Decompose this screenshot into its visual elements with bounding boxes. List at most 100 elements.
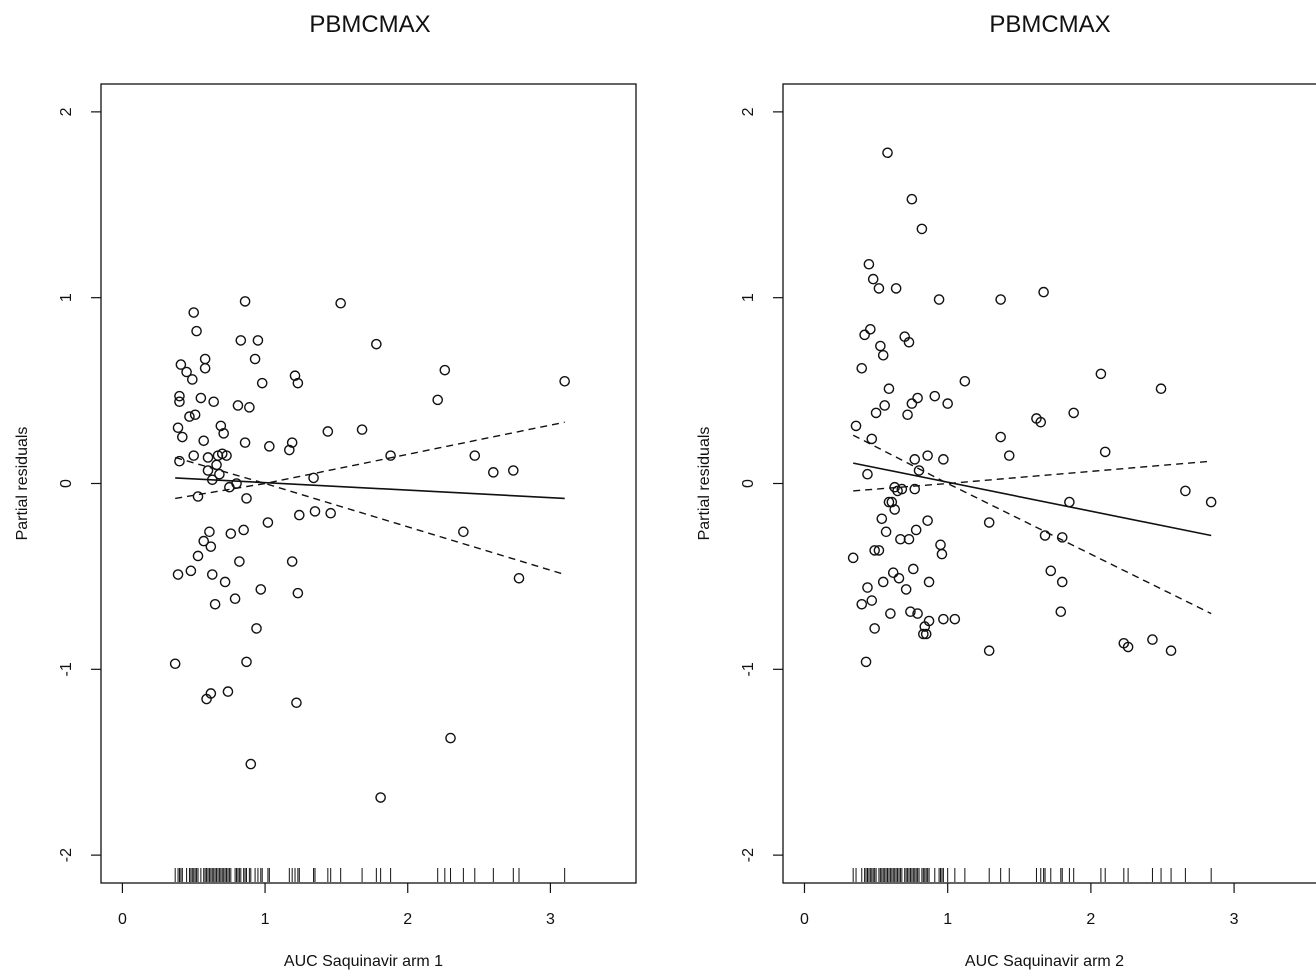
data-point xyxy=(231,478,242,489)
data-point xyxy=(938,613,949,625)
data-point xyxy=(244,402,255,413)
data-point xyxy=(241,656,252,668)
data-point xyxy=(1122,641,1134,653)
data-point xyxy=(185,565,197,577)
data-point xyxy=(870,407,882,419)
data-point xyxy=(225,528,237,539)
data-point xyxy=(199,362,211,374)
data-point xyxy=(936,548,948,560)
data-point xyxy=(252,335,264,346)
data-point xyxy=(1155,383,1167,395)
data-point xyxy=(1099,446,1111,458)
data-point xyxy=(214,468,225,480)
panel-2: PBMCMAX 0 1 2 3 -2 -1 0 1 2 AUC Saquinavir arm 2 Pa… xyxy=(696,11,1316,970)
data-point xyxy=(949,613,961,625)
data-point xyxy=(191,325,202,337)
data-point xyxy=(262,517,274,528)
data-point xyxy=(188,450,200,461)
data-point xyxy=(877,576,889,588)
data-point xyxy=(873,545,885,556)
data-point xyxy=(1064,496,1075,508)
data-point xyxy=(172,422,184,434)
data-point xyxy=(432,394,443,406)
data-point xyxy=(869,623,880,634)
data-point xyxy=(181,366,192,378)
data-point xyxy=(903,336,915,348)
data-point xyxy=(189,409,201,421)
y-tick-label: 2 xyxy=(740,107,757,116)
x-tick-label: 2 xyxy=(1086,911,1095,928)
data-point xyxy=(889,504,900,515)
data-point xyxy=(895,533,906,545)
data-point xyxy=(1003,450,1015,461)
data-point xyxy=(850,420,862,432)
data-point xyxy=(205,688,217,699)
data-point xyxy=(869,545,880,556)
data-point xyxy=(174,455,185,467)
y-tick-label: 1 xyxy=(58,293,75,302)
data-point xyxy=(906,193,918,205)
data-point xyxy=(923,615,935,627)
confidence-band-upper xyxy=(853,460,1212,492)
data-point xyxy=(942,398,953,409)
data-point xyxy=(221,450,232,461)
data-point xyxy=(284,444,295,456)
data-point xyxy=(195,392,207,404)
data-point xyxy=(909,454,921,465)
data-point xyxy=(933,294,945,305)
x-tick-label: 3 xyxy=(1230,911,1239,928)
data-point xyxy=(938,454,949,465)
data-point xyxy=(885,608,896,619)
data-point xyxy=(1055,606,1067,618)
data-point xyxy=(199,353,211,365)
data-point xyxy=(309,506,321,517)
data-point xyxy=(860,656,872,668)
data-point xyxy=(206,569,218,580)
data-point xyxy=(918,628,929,640)
data-point xyxy=(188,307,200,318)
y-tick-label: 2 xyxy=(58,107,75,116)
data-point xyxy=(513,572,525,584)
data-point xyxy=(880,526,892,538)
data-point xyxy=(912,608,923,619)
data-point xyxy=(202,465,214,476)
confidence-band-lower xyxy=(852,434,1212,615)
data-point xyxy=(192,491,204,502)
data-point xyxy=(198,435,210,447)
data-point xyxy=(202,452,214,463)
data-point xyxy=(292,587,304,599)
confidence-band-lower xyxy=(175,456,565,576)
data-point xyxy=(222,686,234,697)
data-point xyxy=(856,598,868,610)
data-point xyxy=(169,658,181,670)
x-tick-label: 0 xyxy=(800,911,809,928)
data-point xyxy=(922,450,933,461)
data-point xyxy=(286,556,298,567)
data-point xyxy=(920,628,932,640)
data-point xyxy=(469,450,481,461)
data-point xyxy=(439,364,451,376)
data-point xyxy=(865,323,876,335)
data-point xyxy=(219,576,231,588)
data-point xyxy=(859,329,870,341)
data-point xyxy=(995,294,1006,305)
data-point xyxy=(234,556,245,567)
x-tick-label: 0 xyxy=(118,911,127,928)
data-point xyxy=(174,396,185,408)
y-tick-label: -2 xyxy=(740,848,757,862)
data-point xyxy=(187,374,198,385)
data-point xyxy=(893,572,905,584)
data-point xyxy=(251,623,262,634)
data-point xyxy=(559,376,570,387)
data-point xyxy=(905,606,916,618)
data-point xyxy=(335,297,346,309)
chart-title: PBMCMAX xyxy=(989,11,1110,38)
data-point xyxy=(206,474,218,486)
data-point xyxy=(862,582,873,593)
data-point xyxy=(256,377,268,389)
data-point xyxy=(873,283,885,294)
data-point xyxy=(294,509,305,521)
data-point xyxy=(385,450,396,461)
